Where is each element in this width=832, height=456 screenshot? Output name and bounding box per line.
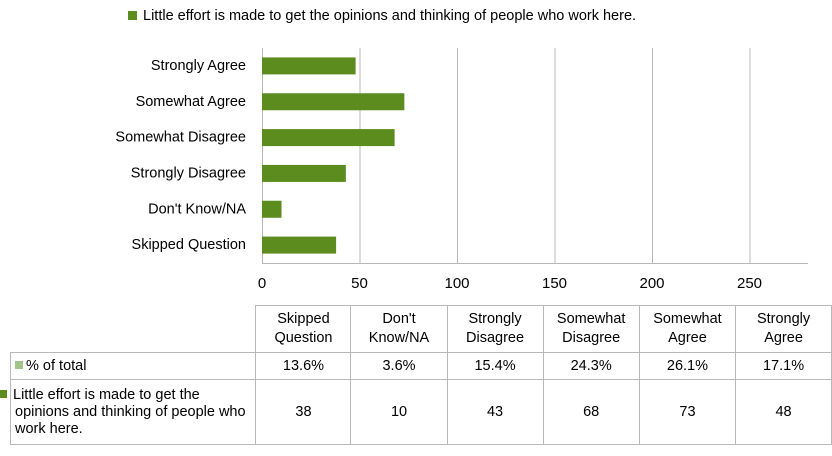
category-label: Somewhat Agree [136,94,246,110]
pct-cell: 24.3% [542,352,640,380]
col-header-strongly-agree: Strongly Agree [735,305,832,353]
bar [262,57,356,75]
gridlines [262,48,808,264]
bar [262,93,405,111]
col-header-somewhat-disagree: Somewhat Disagree [542,305,640,353]
table-row-pct: % of total 13.6% 3.6% 15.4% 24.3% 26.1% … [9,352,832,380]
count-swatch [0,389,7,398]
pct-cell: 26.1% [638,352,737,380]
col-header-skipped: Skipped Question [255,305,352,353]
count-cell: 68 [542,379,640,445]
count-cell: 73 [638,379,737,445]
bar [262,129,395,147]
pct-swatch [15,361,23,370]
count-cell: 10 [350,379,448,445]
category-labels: Strongly Agree Somewhat Agree Somewhat Dis… [115,58,246,253]
category-label: Skipped Question [132,237,246,253]
pct-cell: 13.6% [255,352,352,380]
x-tick-label: 50 [351,275,368,292]
x-tick-label: 200 [639,275,664,292]
x-tick-labels: 0 50 100 150 200 250 [258,275,762,292]
pct-cell: 17.1% [735,352,832,380]
legend-label: Little effort is made to get the opinion… [143,8,637,24]
pct-cell: 15.4% [446,352,544,380]
data-table: Skipped Question Don't Know/NA Strongly Dis… [0,305,832,445]
category-label: Somewhat Disagree [115,130,246,146]
bar [262,200,282,218]
category-label: Strongly Disagree [131,165,246,181]
col-header-strongly-disagree: Strongly Disagree [446,305,544,353]
count-cell: 43 [446,379,544,445]
table-row-count: Little effort is made to get the opinion… [0,379,832,445]
category-label: Don't Know/NA [148,201,246,217]
count-cell: 48 [735,379,832,445]
x-tick-label: 250 [737,275,762,292]
x-tick-label: 150 [542,275,567,292]
row-label-pct: % of total [9,352,257,380]
legend-swatch [128,10,137,20]
bar [262,164,346,182]
row-label-count: Little effort is made to get the opinion… [0,379,257,445]
table-corner [10,305,257,353]
col-header-somewhat-agree: Somewhat Agree [638,305,737,353]
x-tick-label: 0 [258,275,266,292]
bar [262,236,337,254]
count-cell: 38 [255,379,352,445]
x-tick-label: 100 [444,275,469,292]
bar-chart: Strongly Agree Somewhat Agree Somewhat Dis… [115,48,808,292]
pct-cell: 3.6% [350,352,448,380]
col-header-dont-know: Don't Know/NA [350,305,448,353]
category-label: Strongly Agree [151,58,246,74]
bars [262,57,405,254]
table-header-row: Skipped Question Don't Know/NA Strongly Dis… [10,305,832,353]
chart-legend: Little effort is made to get the opinion… [128,8,636,24]
